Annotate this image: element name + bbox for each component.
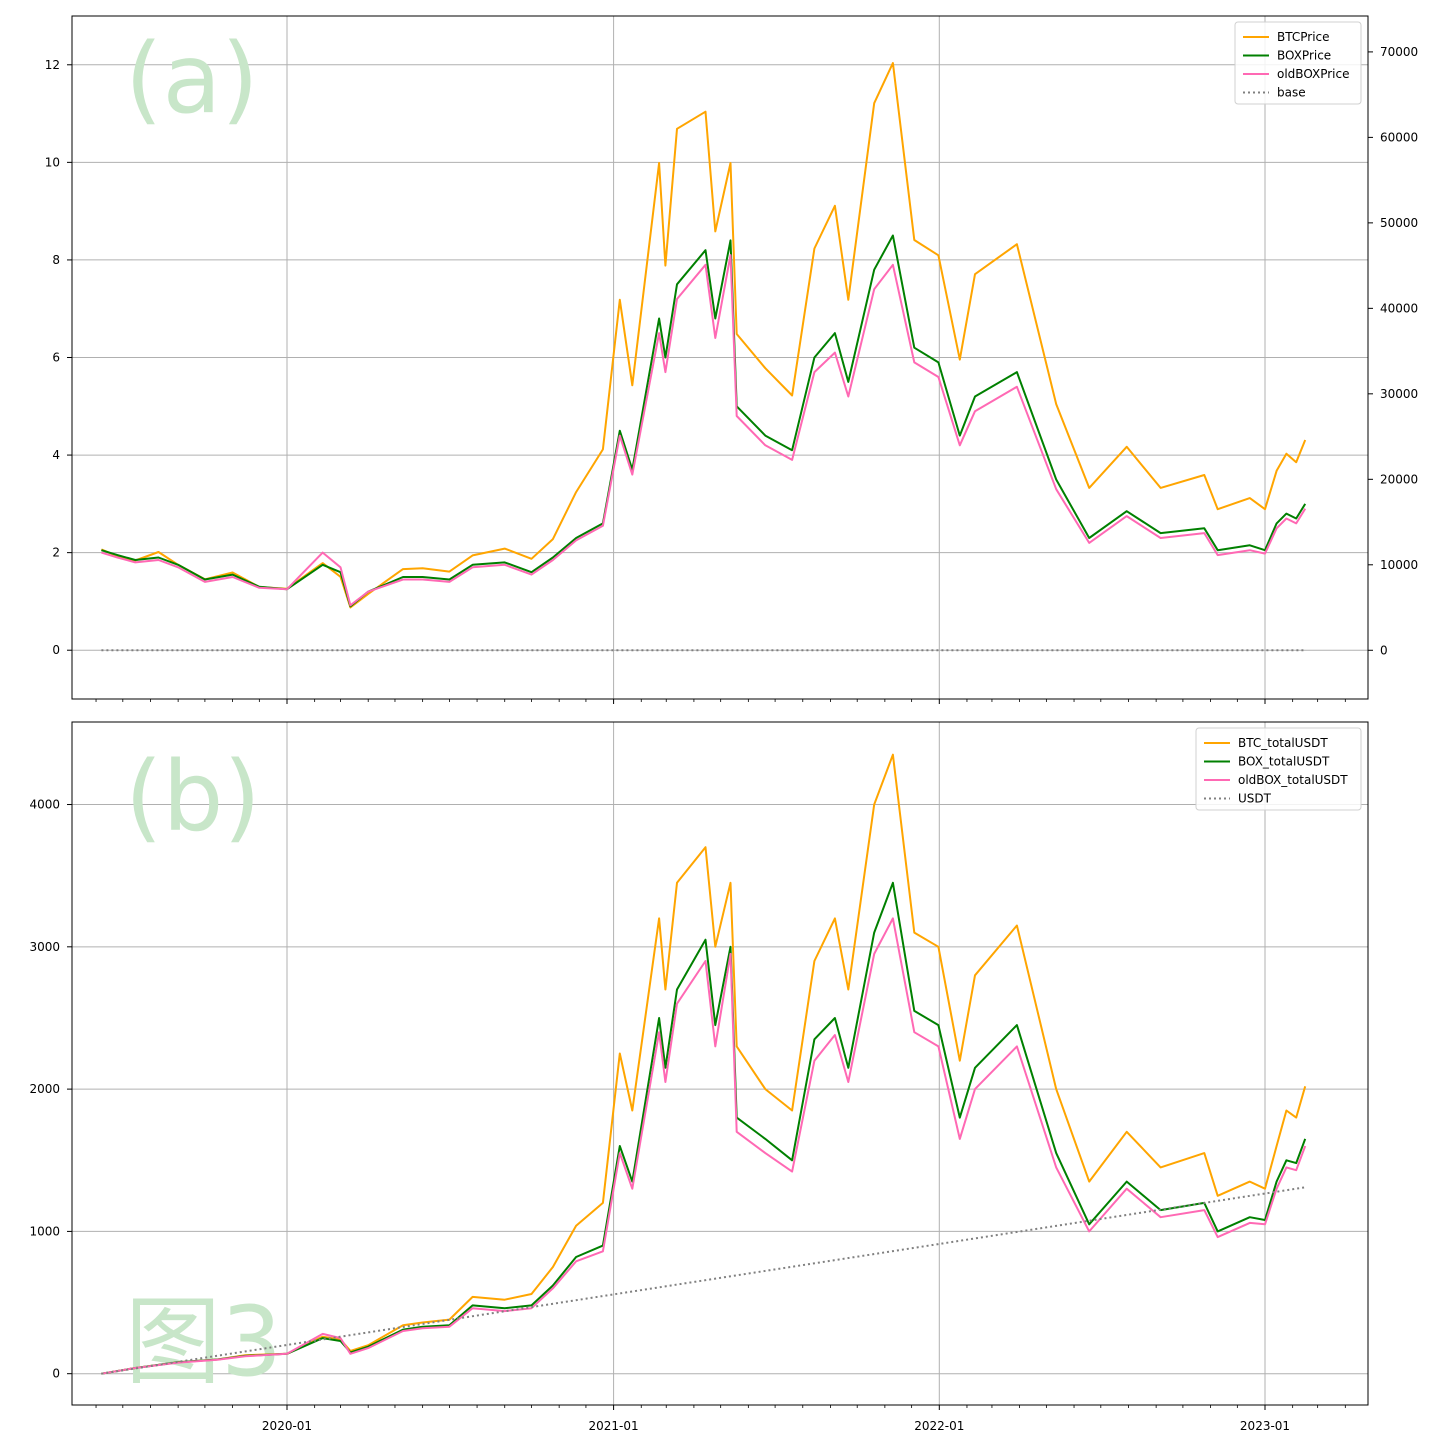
y-right-tick-label: 0 [1380, 643, 1388, 657]
series-line-boxprice [101, 234, 1307, 608]
legend-label: oldBOXPrice [1277, 67, 1350, 81]
y-tick-label: 6 [52, 351, 60, 365]
y-right-tick-label: 10000 [1380, 558, 1418, 572]
legend-label: USDT [1238, 792, 1272, 806]
panel-a: (a) 0 2 4 6 8 10 12 0 10000 20000 30000 40000 50000 6… [45, 15, 1418, 704]
legend-box [1195, 727, 1362, 811]
grid-b [72, 722, 1368, 1405]
legend-label: oldBOX_totalUSDT [1238, 773, 1348, 787]
series-line-btcprice [101, 62, 1307, 609]
x-tick-label: 2022-01 [914, 1419, 964, 1433]
legend-label: BTC_totalUSDT [1238, 736, 1328, 750]
y-tick-label: 4 [52, 448, 60, 462]
series-b [101, 753, 1307, 1375]
series-line-btc-totalusdt [101, 753, 1307, 1375]
legend-box [1234, 21, 1362, 105]
y-tick-label: 2000 [29, 1082, 60, 1096]
legend-label: base [1277, 86, 1306, 100]
legend-a: BTCPrice BOXPrice oldBOXPrice base [1234, 21, 1362, 105]
y-tick-label: 12 [45, 58, 60, 72]
x-tick-label: 2023-01 [1240, 1419, 1290, 1433]
watermark-text: 图3 [125, 1286, 282, 1398]
series-a [101, 62, 1307, 652]
panel-b: (b) 图3 2020-01 2021-01 2022-01 2023-01 0 1000… [29, 721, 1369, 1433]
y-right-tick-label: 40000 [1380, 301, 1418, 315]
y-tick-label: 1000 [29, 1224, 60, 1238]
panel-a-label: (a) [125, 23, 259, 135]
series-line-box-totalusdt [101, 881, 1307, 1375]
y-tick-label: 4000 [29, 798, 60, 812]
y-right-tick-label: 60000 [1380, 130, 1418, 144]
ticks-a: 0 2 4 6 8 10 12 0 10000 20000 30000 40000 50000 60000… [45, 45, 1418, 704]
panel-b-label: (b) [125, 741, 261, 853]
ticks-b: 2020-01 2021-01 2022-01 2023-01 0 1000 2000 300… [29, 798, 1346, 1433]
y-tick-label: 0 [52, 1367, 60, 1381]
y-tick-label: 8 [52, 253, 60, 267]
y-right-tick-label: 20000 [1380, 472, 1418, 486]
series-line-oldboxprice [101, 254, 1307, 607]
y-right-tick-label: 50000 [1380, 216, 1418, 230]
panel-b-frame [71, 721, 1369, 1406]
series-line-usdt [101, 1186, 1306, 1375]
legend-b: BTC_totalUSDT BOX_totalUSDT oldBOX_totalUS… [1195, 727, 1362, 811]
y-right-tick-label: 70000 [1380, 45, 1418, 59]
y-tick-label: 3000 [29, 940, 60, 954]
y-tick-label: 10 [45, 155, 60, 169]
legend-label: BOX_totalUSDT [1238, 755, 1330, 769]
legend-label: BTCPrice [1277, 30, 1330, 44]
y-tick-label: 0 [52, 643, 60, 657]
x-tick-label: 2021-01 [589, 1419, 639, 1433]
legend-label: BOXPrice [1277, 49, 1331, 63]
x-tick-label: 2020-01 [262, 1419, 312, 1433]
y-right-tick-label: 30000 [1380, 387, 1418, 401]
y-tick-label: 2 [52, 546, 60, 560]
series-line-oldbox-totalusdt [101, 917, 1307, 1375]
